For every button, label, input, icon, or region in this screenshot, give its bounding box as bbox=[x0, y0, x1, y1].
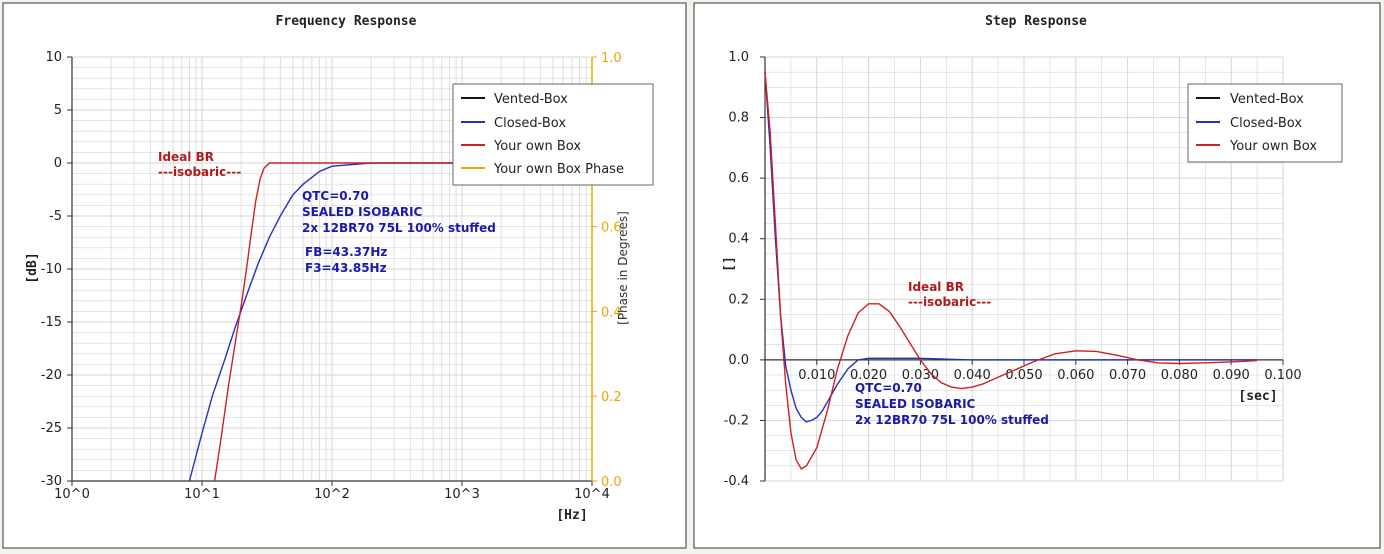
legend-label-closed: Closed-Box bbox=[494, 116, 566, 131]
frequency-response-panel: Frequency Response 10 5 0 -5 -10 -15 -20 -25 -30… bbox=[2, 2, 687, 549]
y-tick-label: -0.2 bbox=[724, 413, 749, 428]
x-tick-label: 0.100 bbox=[1264, 368, 1301, 383]
step-response-panel: Step Response 1.0 0.8 0.6 0.4 0.2 0.0 -0.2 -0.4… bbox=[693, 2, 1381, 549]
x-tick-label: 10^0 bbox=[54, 487, 90, 502]
annotation-ideal-br: Ideal BR bbox=[908, 280, 964, 294]
x-tick-label: 0.060 bbox=[1057, 368, 1094, 383]
y-tick-label: 1.0 bbox=[728, 50, 749, 65]
y2-tick-label: 0.4 bbox=[601, 305, 622, 320]
y-tick-label: -25 bbox=[41, 421, 62, 436]
series-lines bbox=[764, 72, 1258, 470]
y2-tick-label: 0.2 bbox=[601, 390, 622, 405]
x-tick-label: 0.080 bbox=[1161, 368, 1198, 383]
y2-tick-label: 1.0 bbox=[601, 51, 622, 66]
tick-labels: 1.00.80.60.40.20.0-0.2-0.40.010 0.020 0.03… bbox=[724, 50, 1302, 489]
annotation-drivers: 2x 12BR70 75L 100% stuffed bbox=[855, 413, 1049, 427]
y-tick-label: 0.8 bbox=[728, 111, 749, 126]
legend-label-own: Your own Box bbox=[1229, 139, 1317, 154]
y2-tick-label: 0.0 bbox=[601, 475, 622, 490]
y-tick-label: -10 bbox=[41, 262, 62, 277]
y-axis-label: [dB] bbox=[25, 252, 40, 283]
series-lines bbox=[188, 162, 592, 482]
legend-label-vented: Vented-Box bbox=[494, 92, 568, 107]
legend-label-own: Your own Box bbox=[493, 139, 581, 154]
legend: Vented-Box Closed-Box Your own Box Your … bbox=[452, 83, 654, 186]
y-tick-label: 10 bbox=[45, 50, 62, 65]
y-tick-label: 5 bbox=[54, 103, 62, 118]
y2-axis-label: [Phase in Degrees] bbox=[616, 211, 630, 325]
x-tick-label: 0.010 bbox=[798, 368, 835, 383]
annotation-qtc: QTC=0.70 bbox=[302, 189, 369, 203]
annotation-fb: FB=43.37Hz bbox=[305, 245, 387, 259]
annotation-qtc: QTC=0.70 bbox=[855, 381, 922, 395]
y2-tick-label: 0.6 bbox=[601, 221, 622, 236]
x-tick-label: 10^1 bbox=[184, 487, 220, 502]
annotation-isobaric: ---isobaric--- bbox=[908, 295, 991, 309]
y-tick-label: 0.6 bbox=[728, 171, 749, 186]
x-tick-label: 0.040 bbox=[954, 368, 991, 383]
y-tick-label: 0.2 bbox=[728, 292, 749, 307]
legend-box bbox=[452, 83, 654, 186]
y-tick-label: -5 bbox=[49, 209, 62, 224]
annotation-isobaric: ---isobaric--- bbox=[158, 165, 241, 179]
legend-label-closed: Closed-Box bbox=[1230, 116, 1302, 131]
x-tick-label: 0.020 bbox=[850, 368, 887, 383]
chart-title: Frequency Response bbox=[276, 14, 417, 29]
y-tick-label: 0.4 bbox=[728, 232, 749, 247]
annotation-sealed: SEALED ISOBARIC bbox=[302, 205, 423, 219]
chart-title: Step Response bbox=[985, 14, 1087, 29]
x-axis-label: [sec] bbox=[1238, 389, 1277, 404]
y-axis-label: [] bbox=[722, 256, 737, 272]
legend-label-vented: Vented-Box bbox=[1230, 92, 1304, 107]
y-tick-label: 0.0 bbox=[728, 353, 749, 368]
x-tick-label: 0.050 bbox=[1005, 368, 1042, 383]
x-axis-label: [Hz] bbox=[556, 508, 587, 523]
legend: Vented-Box Closed-Box Your own Box bbox=[1187, 83, 1343, 163]
annotations: Ideal BR ---isobaric--- QTC=0.70 SEALED … bbox=[158, 150, 496, 275]
x-tick-label: 0.090 bbox=[1213, 368, 1250, 383]
y-tick-label: -15 bbox=[41, 315, 62, 330]
annotation-f3: F3=43.85Hz bbox=[305, 261, 387, 275]
series-line-closed-box bbox=[764, 72, 1258, 423]
series-line-your-own-box bbox=[213, 162, 524, 482]
x-tick-label: 10^4 bbox=[574, 487, 610, 502]
x-tick-label: 0.070 bbox=[1109, 368, 1146, 383]
series-line-your-own-box bbox=[764, 72, 1258, 470]
annotation-ideal-br: Ideal BR bbox=[158, 150, 214, 164]
x-tick-label: 10^2 bbox=[314, 487, 350, 502]
y-tick-label: -0.4 bbox=[724, 474, 749, 489]
legend-label-phase: Your own Box Phase bbox=[493, 162, 624, 177]
y-tick-label: 0 bbox=[54, 156, 62, 171]
x-tick-label: 10^3 bbox=[444, 487, 480, 502]
annotation-drivers: 2x 12BR70 75L 100% stuffed bbox=[302, 221, 496, 235]
y-tick-label: -20 bbox=[41, 368, 62, 383]
annotation-sealed: SEALED ISOBARIC bbox=[855, 397, 976, 411]
annotations: Ideal BR ---isobaric--- QTC=0.70 SEALED … bbox=[855, 280, 1049, 427]
y-tick-label: -30 bbox=[41, 474, 62, 489]
